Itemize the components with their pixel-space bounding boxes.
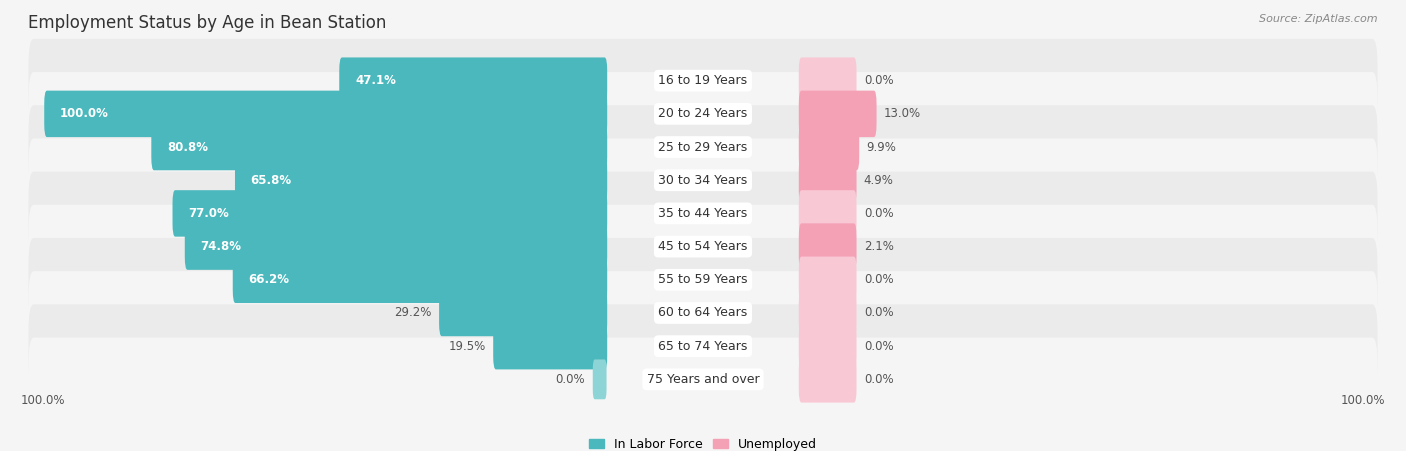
FancyBboxPatch shape — [173, 190, 607, 237]
Text: 65.8%: 65.8% — [250, 174, 292, 187]
Text: 55 to 59 Years: 55 to 59 Years — [658, 273, 748, 286]
Text: 45 to 54 Years: 45 to 54 Years — [658, 240, 748, 253]
FancyBboxPatch shape — [28, 271, 1378, 355]
FancyBboxPatch shape — [494, 323, 607, 369]
FancyBboxPatch shape — [28, 171, 1378, 255]
Text: 35 to 44 Years: 35 to 44 Years — [658, 207, 748, 220]
FancyBboxPatch shape — [799, 57, 856, 104]
Text: 80.8%: 80.8% — [167, 141, 208, 153]
FancyBboxPatch shape — [28, 105, 1378, 189]
FancyBboxPatch shape — [235, 157, 607, 203]
Text: Employment Status by Age in Bean Station: Employment Status by Age in Bean Station — [28, 14, 387, 32]
Text: 75 Years and over: 75 Years and over — [647, 373, 759, 386]
FancyBboxPatch shape — [799, 257, 856, 303]
Text: 65 to 74 Years: 65 to 74 Years — [658, 340, 748, 353]
FancyBboxPatch shape — [28, 138, 1378, 222]
FancyBboxPatch shape — [28, 337, 1378, 421]
Text: Source: ZipAtlas.com: Source: ZipAtlas.com — [1260, 14, 1378, 23]
FancyBboxPatch shape — [799, 223, 856, 270]
FancyBboxPatch shape — [799, 323, 856, 369]
Text: 19.5%: 19.5% — [449, 340, 486, 353]
Text: 100.0%: 100.0% — [1341, 395, 1385, 407]
FancyBboxPatch shape — [593, 359, 606, 399]
Text: 0.0%: 0.0% — [863, 273, 893, 286]
FancyBboxPatch shape — [799, 190, 856, 237]
Text: 47.1%: 47.1% — [356, 74, 396, 87]
Text: 25 to 29 Years: 25 to 29 Years — [658, 141, 748, 153]
FancyBboxPatch shape — [799, 157, 856, 203]
FancyBboxPatch shape — [233, 257, 607, 303]
Text: 0.0%: 0.0% — [863, 74, 893, 87]
FancyBboxPatch shape — [799, 91, 876, 137]
FancyBboxPatch shape — [28, 39, 1378, 123]
Text: 30 to 34 Years: 30 to 34 Years — [658, 174, 748, 187]
Text: 29.2%: 29.2% — [395, 307, 432, 319]
Text: 0.0%: 0.0% — [863, 340, 893, 353]
FancyBboxPatch shape — [28, 304, 1378, 388]
Text: 0.0%: 0.0% — [863, 307, 893, 319]
Text: 13.0%: 13.0% — [884, 107, 921, 120]
Legend: In Labor Force, Unemployed: In Labor Force, Unemployed — [583, 433, 823, 451]
FancyBboxPatch shape — [799, 290, 856, 336]
Text: 74.8%: 74.8% — [201, 240, 242, 253]
FancyBboxPatch shape — [44, 91, 607, 137]
FancyBboxPatch shape — [152, 124, 607, 170]
Text: 0.0%: 0.0% — [863, 373, 893, 386]
Text: 0.0%: 0.0% — [555, 373, 585, 386]
FancyBboxPatch shape — [439, 290, 607, 336]
Text: 4.9%: 4.9% — [863, 174, 894, 187]
Text: 0.0%: 0.0% — [863, 207, 893, 220]
Text: 20 to 24 Years: 20 to 24 Years — [658, 107, 748, 120]
Text: 77.0%: 77.0% — [188, 207, 229, 220]
FancyBboxPatch shape — [28, 72, 1378, 156]
FancyBboxPatch shape — [28, 205, 1378, 289]
Text: 100.0%: 100.0% — [21, 395, 65, 407]
Text: 66.2%: 66.2% — [249, 273, 290, 286]
Text: 100.0%: 100.0% — [60, 107, 108, 120]
Text: 16 to 19 Years: 16 to 19 Years — [658, 74, 748, 87]
FancyBboxPatch shape — [339, 57, 607, 104]
Text: 2.1%: 2.1% — [863, 240, 894, 253]
FancyBboxPatch shape — [799, 124, 859, 170]
FancyBboxPatch shape — [799, 356, 856, 403]
FancyBboxPatch shape — [28, 238, 1378, 322]
FancyBboxPatch shape — [184, 223, 607, 270]
Text: 9.9%: 9.9% — [866, 141, 897, 153]
Text: 60 to 64 Years: 60 to 64 Years — [658, 307, 748, 319]
